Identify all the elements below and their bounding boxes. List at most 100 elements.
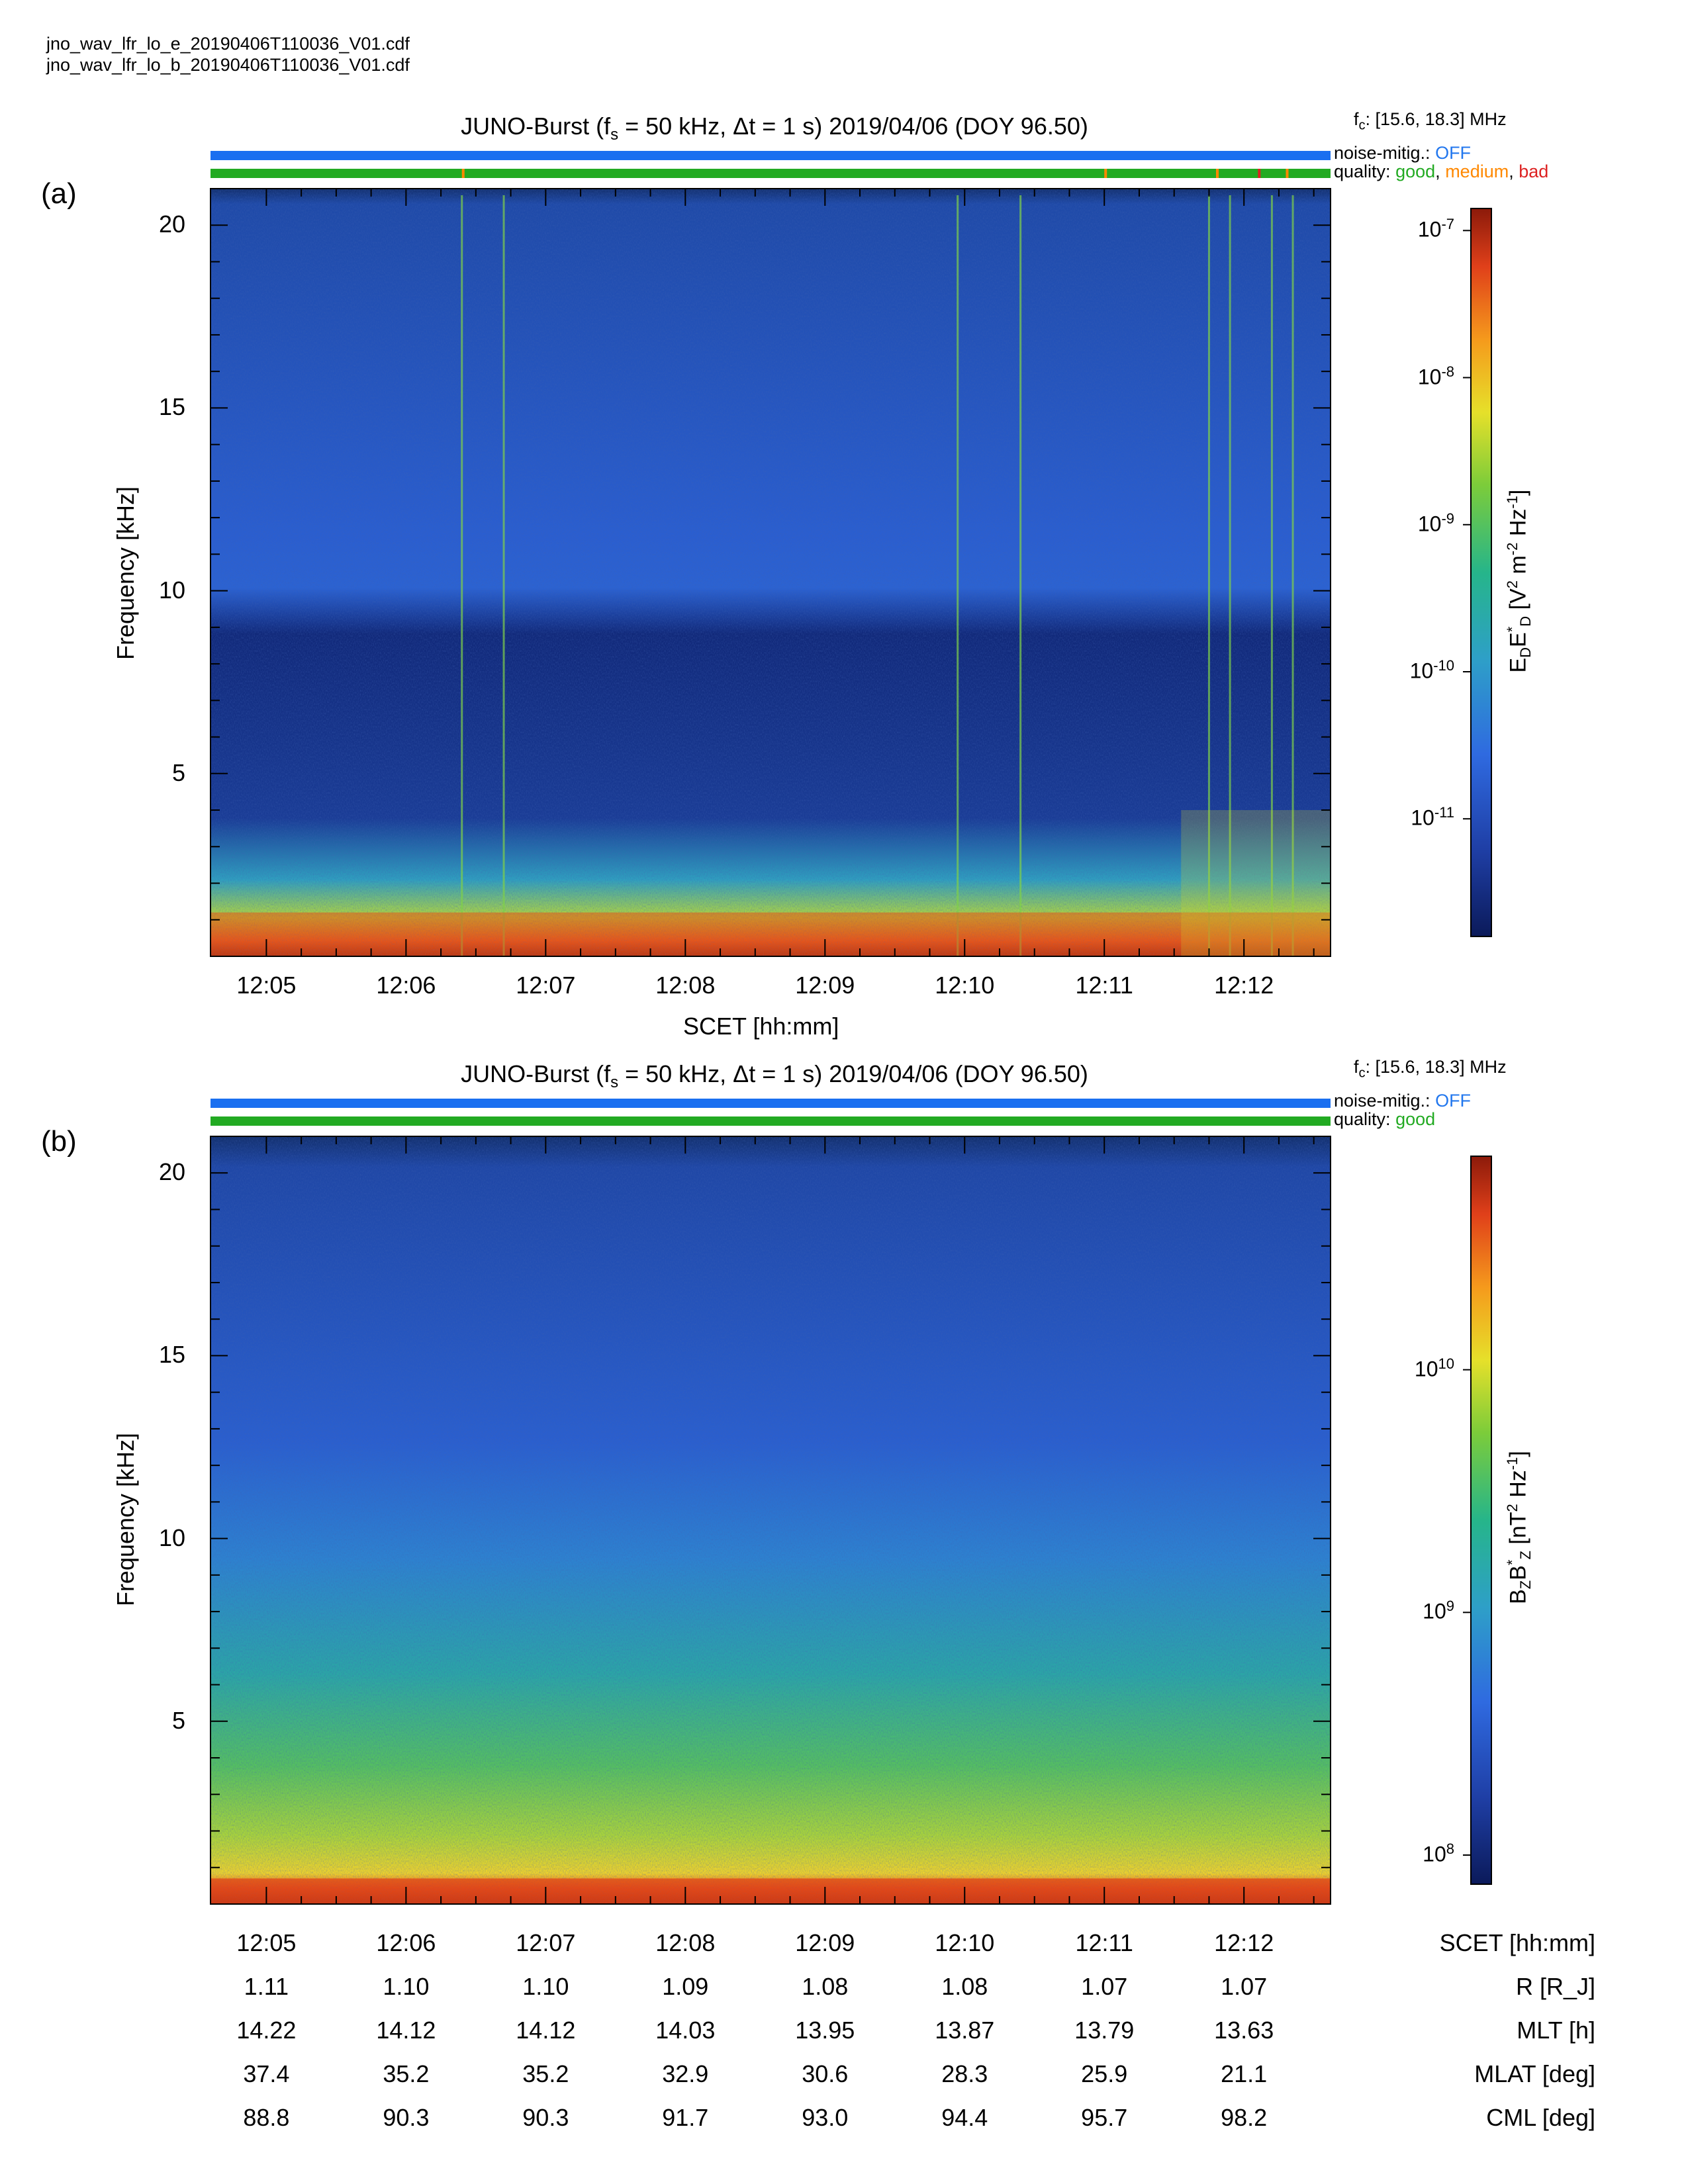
ephemeris-0-val-6: 12:11	[1075, 1929, 1133, 1956]
panel-b-quality-label: quality:	[1334, 1109, 1391, 1129]
panel-a-noise-legend: noise-mitig.: OFF	[1334, 143, 1471, 163]
panel-a-noise-bar	[211, 151, 1331, 160]
panel-a-xtick-label-1: 12:06	[376, 972, 436, 999]
panel-a-title-sub: s	[610, 126, 619, 144]
panel-a-noise-texture	[211, 189, 1331, 956]
panel-a-ytick-label-10: 10	[158, 576, 185, 604]
ephemeris-0-val-3: 12:08	[655, 1929, 716, 1956]
ephemeris-1-val-2: 1.10	[522, 1973, 569, 2000]
file-name-b: jno_wav_lfr_lo_b_20190406T110036_V01.cdf	[46, 55, 410, 75]
ephemeris-3-val-1: 35.2	[383, 2060, 430, 2087]
ephemeris-0-val-0: 12:05	[236, 1929, 297, 1956]
panel-b-ytick-label-20: 20	[158, 1158, 185, 1186]
panel-a-quality-bar	[211, 169, 1331, 178]
ephemeris-2-val-5: 13.87	[935, 2017, 995, 2044]
ephemeris-3-val-0: 37.4	[243, 2060, 290, 2087]
panel-a-colorbar-tick-label-1: 10-8	[1417, 363, 1454, 389]
panel-a-quality-good: good	[1395, 161, 1436, 181]
ephemeris-1-val-3: 1.09	[662, 1973, 709, 2000]
ephemeris-4-val-0: 88.8	[243, 2104, 290, 2131]
ephemeris-4-val-7: 98.2	[1221, 2104, 1268, 2131]
panel-b-fc-sub: c	[1358, 1066, 1366, 1081]
ephemeris-3-val-7: 21.1	[1221, 2060, 1268, 2087]
ephemeris-2-val-4: 13.95	[795, 2017, 855, 2044]
ephemeris-1-val-7: 1.07	[1221, 1973, 1268, 2000]
panel-b-title-rest: = 50 kHz, Δt = 1 s) 2019/04/06 (DOY 96.5…	[618, 1060, 1088, 1087]
ephemeris-4-val-5: 94.4	[941, 2104, 988, 2131]
panel-a-xtick-label-2: 12:07	[516, 972, 576, 999]
panel-a-quality-medium: medium	[1445, 161, 1509, 181]
panel-a-quality-sep2: ,	[1509, 161, 1514, 181]
panel-a-title: JUNO-Burst (fs = 50 kHz, Δt = 1 s) 2019/…	[212, 113, 1337, 144]
panel-a-xtick-label-6: 12:11	[1075, 972, 1133, 999]
panel-a-xtick-label-3: 12:08	[655, 972, 716, 999]
ephemeris-0-val-2: 12:07	[516, 1929, 576, 1956]
panel-b-title-main: JUNO-Burst (f	[461, 1060, 611, 1087]
low-freq-band	[211, 1878, 1331, 1904]
ephemeris-2-val-7: 13.63	[1214, 2017, 1274, 2044]
panel-b-noise-bar	[211, 1099, 1331, 1108]
ephemeris-3-val-5: 28.3	[941, 2060, 988, 2087]
panel-b-noise-value: OFF	[1435, 1091, 1472, 1111]
panel-b-fc-label: f	[1354, 1057, 1359, 1077]
ephemeris-row-label-0: SCET [hh:mm]	[1439, 1929, 1595, 1956]
panel-a-letter: (a)	[41, 177, 77, 210]
ephemeris-row-label-3: MLAT [deg]	[1474, 2060, 1595, 2087]
panel-a-colorbar-tick-label-4: 10-11	[1411, 804, 1454, 830]
ephemeris-row-label-2: MLT [h]	[1517, 2017, 1595, 2044]
panel-a-ytick-label-5: 5	[171, 758, 185, 786]
panel-b-colorbar-tick-label-1: 109	[1423, 1598, 1454, 1623]
panel-b-frame	[210, 1136, 1331, 1905]
panel-b-noise-legend: noise-mitig.: OFF	[1334, 1091, 1471, 1111]
quality-flag-medium-2	[1216, 169, 1219, 178]
panel-b-colorbar-tick-label-2: 108	[1423, 1841, 1454, 1866]
panel-a-quality-sep1: ,	[1435, 161, 1440, 181]
panel-b-fc-value: : [15.6, 18.3] MHz	[1365, 1057, 1507, 1077]
panel-b-ytick-label-10: 10	[158, 1524, 185, 1551]
panel-b-noise-label: noise-mitig.:	[1334, 1091, 1430, 1111]
ephemeris-0-val-4: 12:09	[795, 1929, 855, 1956]
quality-flag-medium-0	[461, 169, 465, 178]
panel-b-colorbar-tick-label-0: 1010	[1414, 1355, 1454, 1381]
ephemeris-3-val-2: 35.2	[522, 2060, 569, 2087]
late-enhancement	[1181, 810, 1331, 956]
file-name-e: jno_wav_lfr_lo_e_20190406T110036_V01.cdf	[46, 34, 410, 54]
ephemeris-0-val-7: 12:12	[1214, 1929, 1274, 1956]
panel-a-quality-label: quality:	[1334, 161, 1391, 181]
panel-b-title: JUNO-Burst (fs = 50 kHz, Δt = 1 s) 2019/…	[212, 1060, 1337, 1092]
panel-a-xtick-label-5: 12:10	[935, 972, 995, 999]
panel-a-colorbar-tick-label-2: 10-9	[1417, 510, 1454, 536]
ephemeris-2-val-3: 14.03	[655, 2017, 716, 2044]
quality-flag-bad-0	[1258, 169, 1261, 178]
ephemeris-1-val-5: 1.08	[941, 1973, 988, 2000]
panel-a-fc-value: : [15.6, 18.3] MHz	[1365, 109, 1507, 129]
panel-a-ytick-label-20: 20	[158, 210, 185, 238]
ephemeris-2-val-0: 14.22	[236, 2017, 297, 2044]
panel-a-quality-legend: quality: good, medium, bad	[1334, 161, 1548, 182]
panel-a-title-main: JUNO-Burst (f	[461, 113, 611, 140]
panel-b-ytick-label-15: 15	[158, 1341, 185, 1369]
ephemeris-3-val-6: 25.9	[1081, 2060, 1128, 2087]
panel-a-quality-bad: bad	[1519, 161, 1549, 181]
panel-b-quality-good: good	[1395, 1109, 1436, 1129]
panel-a-colorbar	[1470, 208, 1492, 937]
ephemeris-1-val-1: 1.10	[383, 1973, 430, 2000]
ephemeris-2-val-6: 13.79	[1074, 2017, 1135, 2044]
low-freq-emission	[211, 912, 1331, 956]
panel-a-fc-sub: c	[1358, 118, 1366, 133]
data-marks	[210, 151, 1492, 1905]
panel-a-colorbar-tick-label-0: 10-7	[1417, 216, 1454, 242]
panel-b-noise-texture	[211, 1136, 1331, 1904]
ephemeris-4-val-2: 90.3	[522, 2104, 569, 2131]
ephemeris-1-val-0: 1.11	[244, 1973, 289, 2000]
ephemeris-2-val-2: 14.12	[516, 2017, 576, 2044]
ephemeris-4-val-1: 90.3	[383, 2104, 430, 2131]
ephemeris-0-val-1: 12:06	[376, 1929, 436, 1956]
panel-b-letter: (b)	[41, 1125, 77, 1158]
panel-a-noise-label: noise-mitig.:	[1334, 143, 1430, 163]
ephemeris-1-val-6: 1.07	[1081, 1973, 1128, 2000]
ephemeris-1-val-4: 1.08	[802, 1973, 849, 2000]
ephemeris-row-label-1: R [R_J]	[1515, 1973, 1595, 2000]
panel-a-title-rest: = 50 kHz, Δt = 1 s) 2019/04/06 (DOY 96.5…	[618, 113, 1088, 140]
